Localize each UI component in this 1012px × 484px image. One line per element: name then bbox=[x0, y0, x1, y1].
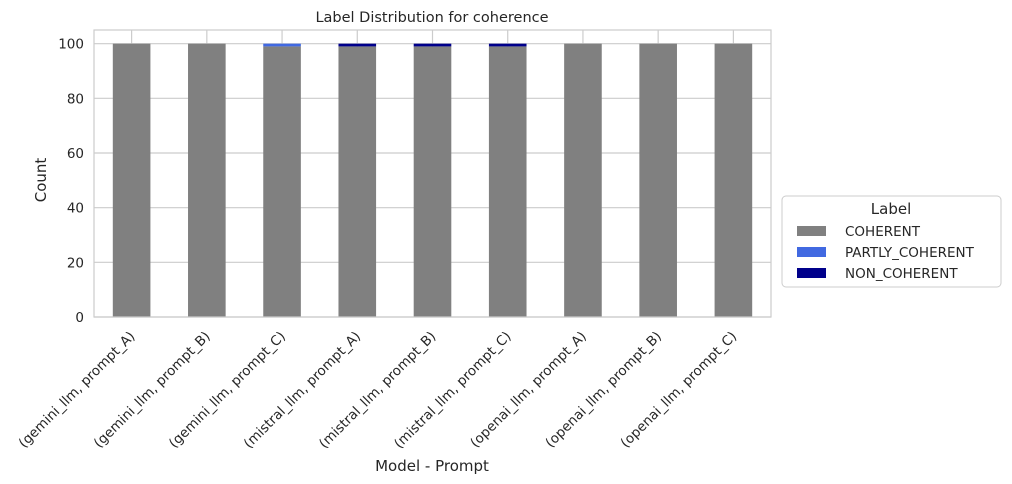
y-tick-label: 100 bbox=[58, 37, 84, 53]
legend-swatch bbox=[797, 268, 826, 278]
legend-entry: COHERENT bbox=[845, 224, 921, 240]
y-tick-label: 40 bbox=[67, 201, 84, 217]
bar-segment-coherent bbox=[714, 43, 753, 318]
plot-frame bbox=[93, 29, 772, 318]
y-tick-label: 20 bbox=[67, 255, 84, 271]
legend-swatch bbox=[797, 226, 826, 236]
bar-segment-coherent bbox=[188, 43, 226, 318]
bar-segment-coherent bbox=[639, 43, 677, 318]
bar-segment-coherent bbox=[488, 46, 527, 318]
legend-box bbox=[781, 195, 1002, 288]
bar-segment-non-coherent bbox=[338, 43, 377, 47]
y-tick-label: 60 bbox=[67, 146, 84, 162]
chart-title: Label Distribution for coherence bbox=[315, 10, 548, 26]
bar-segment-coherent bbox=[112, 43, 151, 318]
x-axis-label: Model - Prompt bbox=[375, 457, 489, 475]
legend-entry: NON_COHERENT bbox=[845, 266, 958, 282]
bar-segment-coherent bbox=[338, 46, 377, 318]
y-tick-label: 0 bbox=[75, 310, 84, 326]
bar-segment-coherent bbox=[564, 43, 602, 318]
legend: Label COHERENT PARTLY_COHERENT NON_COHEREN… bbox=[781, 195, 1002, 288]
x-tick-labels: (gemini_llm, prompt_A)(gemini_llm, promp… bbox=[16, 329, 741, 452]
bar-segment-coherent bbox=[263, 46, 301, 318]
legend-items: COHERENT PARTLY_COHERENT NON_COHERENT bbox=[797, 224, 975, 282]
legend-title: Label bbox=[871, 200, 911, 218]
y-tick-labels: 0 20 40 60 80 100 bbox=[58, 37, 84, 326]
y-axis-label: Count bbox=[32, 158, 50, 203]
y-tick-label: 80 bbox=[67, 91, 84, 107]
bar-segment-partly-coherent bbox=[263, 43, 301, 47]
bar-segment-non-coherent bbox=[488, 43, 527, 47]
legend-swatch bbox=[797, 247, 826, 257]
bar-segment-non-coherent bbox=[413, 43, 452, 47]
bar-segment-coherent bbox=[413, 46, 452, 318]
bars bbox=[112, 43, 753, 318]
legend-entry: PARTLY_COHERENT bbox=[845, 245, 975, 261]
